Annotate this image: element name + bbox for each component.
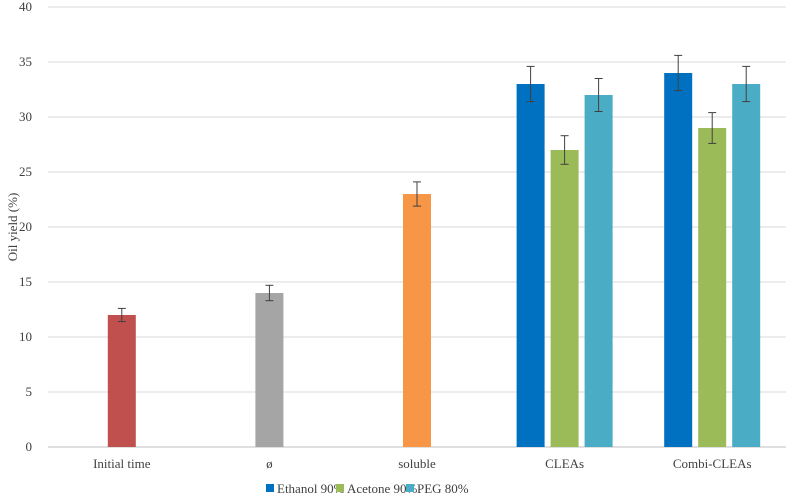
x-axis-ticks: Initial time ø soluble CLEAs Combi-CLEAs bbox=[93, 456, 751, 471]
bar-acetone-cleas bbox=[550, 150, 579, 447]
y-axis-title: Oil yield (%) bbox=[5, 193, 20, 262]
bar-ethanol-cleas bbox=[516, 84, 545, 447]
y-tick-label: 10 bbox=[19, 329, 32, 344]
bar-initial-time bbox=[107, 315, 136, 447]
bar-acetone-combi-cleas bbox=[698, 128, 727, 447]
y-tick-label: 35 bbox=[19, 54, 32, 69]
bar-peg-combi-cleas bbox=[732, 84, 761, 447]
y-tick-label: 20 bbox=[19, 219, 32, 234]
legend-label: PEG 80% bbox=[417, 481, 469, 496]
x-tick-label: Initial time bbox=[93, 456, 151, 471]
bar-ø bbox=[255, 293, 284, 447]
y-tick-label: 15 bbox=[19, 274, 32, 289]
y-tick-label: 25 bbox=[19, 164, 32, 179]
x-tick-label: ø bbox=[266, 456, 273, 471]
x-tick-label: soluble bbox=[398, 456, 436, 471]
y-tick-label: 30 bbox=[19, 109, 32, 124]
legend-label: Ethanol 90% bbox=[277, 481, 345, 496]
bar-ethanol-combi-cleas bbox=[664, 73, 693, 447]
bar-soluble bbox=[403, 194, 431, 447]
y-tick-label: 5 bbox=[26, 384, 33, 399]
y-axis-ticks: 0 5 10 15 20 25 30 35 40 bbox=[19, 0, 32, 454]
x-tick-label: CLEAs bbox=[545, 456, 584, 471]
legend: Ethanol 90% Acetone 90% PEG 80% bbox=[266, 481, 469, 496]
y-tick-label: 0 bbox=[26, 439, 33, 454]
y-tick-label: 40 bbox=[19, 0, 32, 14]
legend-label: Acetone 90% bbox=[347, 481, 418, 496]
legend-swatch bbox=[266, 484, 274, 492]
legend-swatch bbox=[406, 484, 414, 492]
error-bars bbox=[117, 54, 751, 323]
bar-peg-cleas bbox=[584, 95, 613, 447]
x-tick-label: Combi-CLEAs bbox=[673, 456, 752, 471]
bars bbox=[107, 73, 761, 447]
legend-swatch bbox=[336, 484, 344, 492]
